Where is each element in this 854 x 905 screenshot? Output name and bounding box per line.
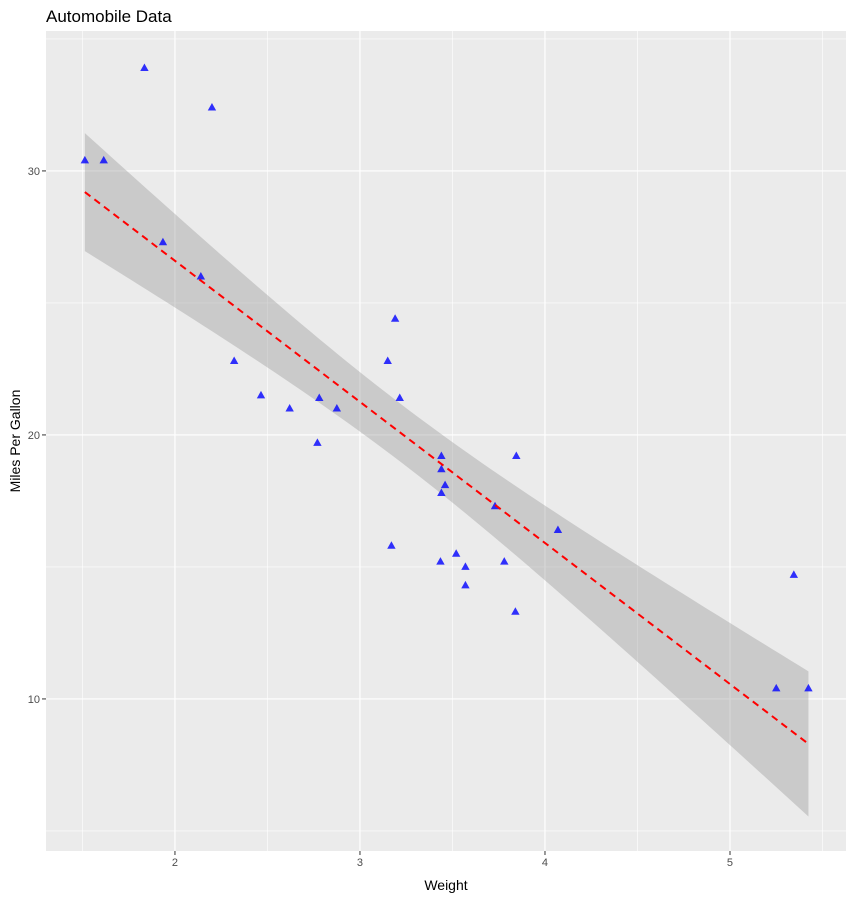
data-point: [500, 557, 509, 565]
y-tick-label: 30: [28, 166, 40, 178]
data-point: [387, 541, 396, 549]
data-point: [553, 525, 563, 533]
data-point: [99, 155, 108, 164]
data-point: [332, 404, 342, 412]
x-axis-label: Weight: [424, 877, 467, 893]
data-point: [461, 562, 470, 570]
data-point: [772, 683, 781, 692]
data-point: [315, 393, 324, 401]
plot-panel: [46, 31, 846, 851]
data-point: [451, 549, 461, 557]
y-tick-label: 10: [28, 694, 40, 706]
data-point: [158, 237, 168, 246]
confidence-band: [84, 133, 809, 817]
x-tick-label: 3: [357, 857, 363, 869]
data-points: [80, 63, 813, 692]
data-point: [437, 451, 446, 460]
data-point: [390, 314, 400, 322]
data-point: [511, 607, 520, 615]
data-point: [256, 390, 266, 399]
chart-title: Automobile Data: [46, 7, 172, 26]
confidence-band-group: [84, 133, 809, 817]
trend-line-group: [84, 191, 810, 745]
data-point: [80, 155, 90, 164]
data-point: [461, 580, 470, 589]
x-tick-label: 2: [172, 857, 178, 869]
data-point: [383, 356, 392, 365]
data-point: [285, 404, 294, 412]
x-axis-ticks: 2 3 4 5: [172, 851, 733, 869]
data-point: [436, 557, 445, 565]
data-point: [512, 451, 521, 460]
x-tick-label: 5: [727, 857, 733, 869]
data-point: [313, 438, 322, 446]
data-point: [196, 272, 206, 280]
data-point: [437, 488, 446, 497]
data-point: [440, 480, 450, 489]
y-axis-ticks: 10 20 30: [28, 166, 46, 706]
data-point: [804, 683, 813, 692]
data-point: [437, 464, 446, 473]
x-tick-label: 4: [542, 857, 548, 869]
gridlines: [46, 31, 846, 851]
data-point: [789, 570, 799, 578]
regression-line: [84, 191, 810, 745]
data-point: [395, 393, 404, 401]
data-point: [207, 103, 217, 111]
data-point: [140, 63, 149, 71]
y-tick-label: 20: [28, 430, 40, 442]
y-axis-label: Miles Per Gallon: [7, 390, 23, 493]
data-point: [229, 356, 239, 365]
